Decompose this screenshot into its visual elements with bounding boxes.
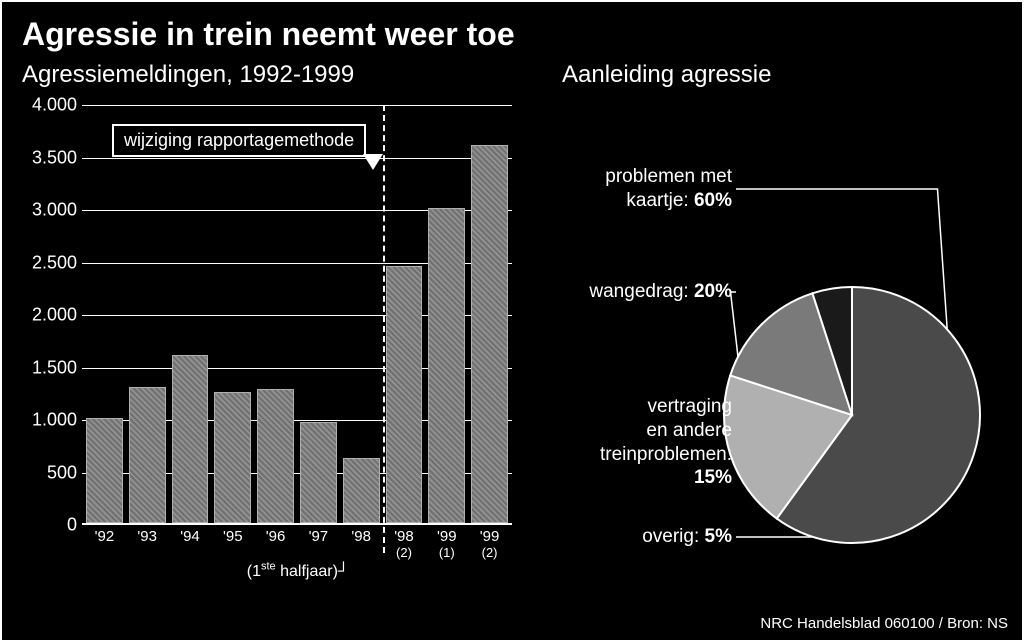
pie-slice-label: vertragingen anderetreinproblemen: 15% [560,395,732,490]
pie-chart-panel: Aanleiding agressie problemen metkaartje… [542,61,1002,625]
method-change-divider [383,105,385,553]
bar-chart-panel: Agressiemeldingen, 1992-1999 0 500 1.000 1.… [2,61,542,625]
pie-chart-subtitle: Aanleiding agressie [542,61,1002,89]
bar [386,266,423,523]
bar [343,458,380,523]
bar [257,389,294,523]
pie-chart: problemen metkaartje: 60% wangedrag: 20% v… [542,105,1002,625]
x-tick-label: '98 [343,529,380,560]
y-tick-label: 4.000 [22,95,77,116]
bar [214,392,251,523]
pie-slice-label: problemen metkaartje: 60% [560,165,732,213]
x-tick-label: '93 [129,529,166,560]
y-tick-label: 2.500 [22,252,77,273]
x-tick-label: '95 [214,529,251,560]
x-tick-label: '96 [257,529,294,560]
pie-slice-label: wangedrag: 20% [560,280,732,304]
bar-chart-subtitle: Agressiemeldingen, 1992-1999 [22,61,542,89]
bar [471,145,508,523]
y-tick-label: 3.500 [22,147,77,168]
pie-slice-label: overig: 5% [560,525,732,549]
y-tick-label: 1.000 [22,410,77,431]
y-tick-label: 1.500 [22,357,77,378]
source-credit: NRC Handelsblad 060100 / Bron: NS [760,615,1008,632]
bar [86,418,123,523]
bar [300,422,337,523]
bar-chart: 05001.0001.5002.0002.5003.0003.5004.000 … [22,105,522,575]
x-tick-label: '98(2) [386,529,423,560]
annotation-box: wijziging rapportagemethode [112,124,366,157]
bars [82,105,512,523]
x-tick-label: '99(1) [428,529,465,560]
pie-svg [722,285,982,545]
bar [428,208,465,523]
x-tick-label: '94 [172,529,209,560]
bar [172,355,209,523]
page-title: Agressie in trein neemt weer toe [2,2,1022,61]
x-axis-footnote: (1ste halfjaar)┘ [82,561,512,581]
x-axis-labels: '92'93'94'95'96'97'98'98(2)'99(1)'99(2) [82,529,512,560]
x-tick-label: '97 [300,529,337,560]
x-tick-label: '99(2) [471,529,508,560]
y-tick-label: 0 [22,515,77,536]
content-row: Agressiemeldingen, 1992-1999 0 500 1.000 1.… [2,61,1022,625]
y-tick-label: 500 [22,462,77,483]
x-tick-label: '92 [86,529,123,560]
bar [129,387,166,524]
y-tick-label: 2.000 [22,305,77,326]
y-tick-label: 3.000 [22,200,77,221]
annotation-pointer-icon [363,154,383,170]
bar-chart-plot: wijziging rapportagemethode [82,105,512,525]
